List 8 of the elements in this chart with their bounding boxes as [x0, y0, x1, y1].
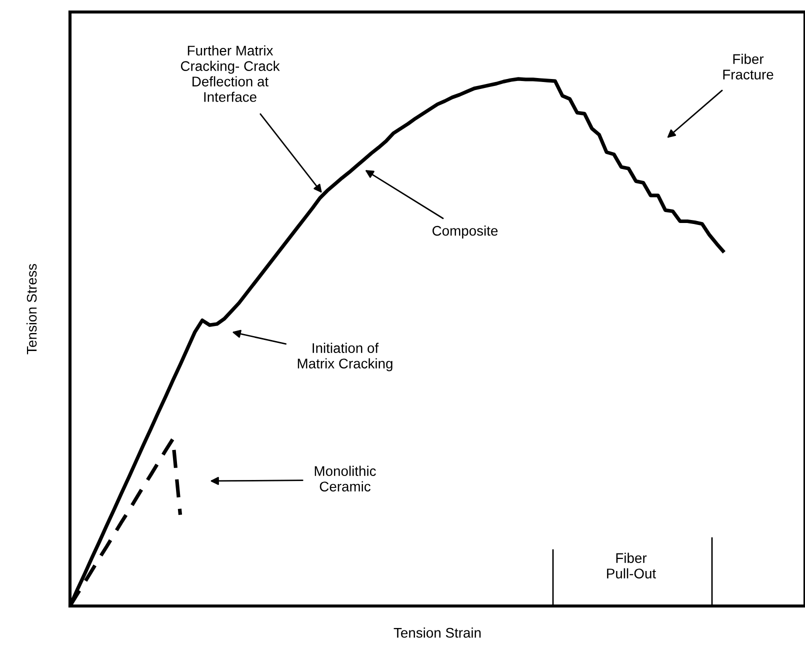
annotation: Initiation of Matrix Cracking	[298, 342, 392, 372]
x-axis-title: Tension Strain	[394, 628, 481, 638]
annotation: Fiber Pull-Out	[607, 552, 656, 578]
annotation: Monolithic Ceramic	[314, 466, 376, 492]
y-axis-title: Tension Stress	[26, 264, 37, 354]
annotation: Fiber Fracture	[723, 54, 774, 80]
annotation: Composite	[432, 226, 498, 238]
annotation: Further Matrix Cracking- Crack Deflection at Interface	[180, 45, 280, 102]
